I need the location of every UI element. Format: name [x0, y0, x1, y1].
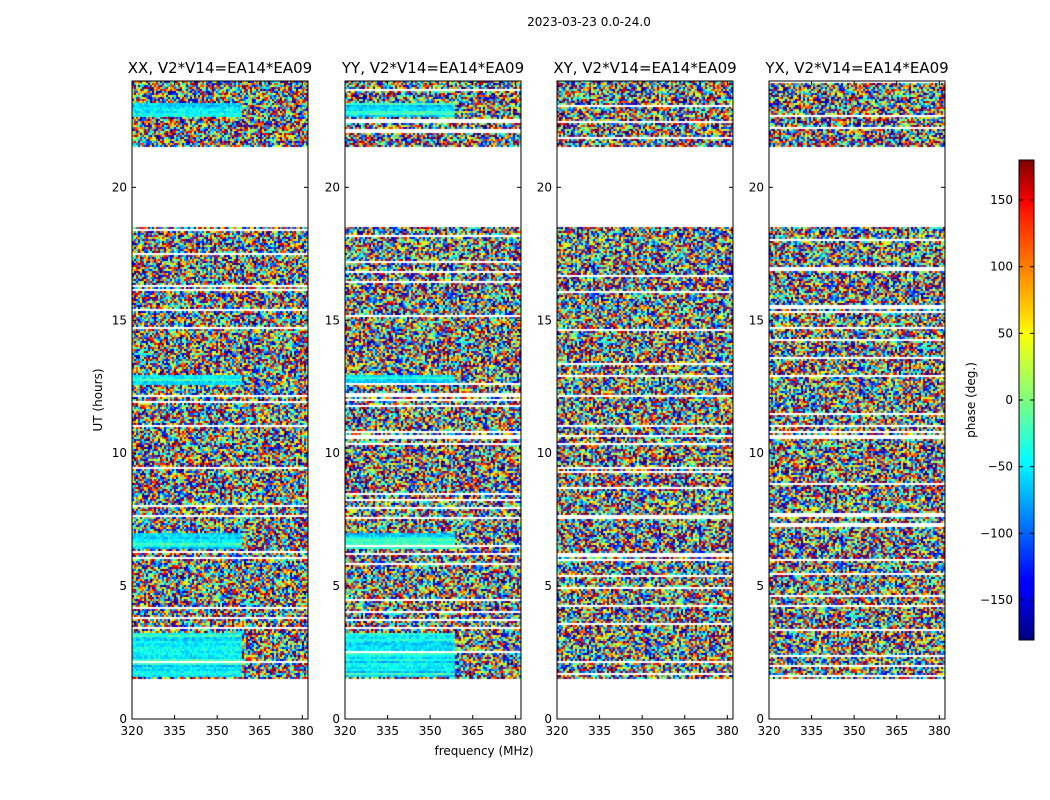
- phase-image-yy: [345, 81, 521, 719]
- x-tick-label: 365: [885, 724, 908, 738]
- y-tick-label: 10: [537, 446, 552, 460]
- y-tick-label: 15: [112, 313, 127, 327]
- y-tick-label: 20: [325, 180, 340, 194]
- panel-frame: [556, 80, 734, 720]
- panel-yy: YY, V2*V14=EA14*EA09 320 335 350 365 380 0 5 10 1…: [325, 59, 527, 738]
- y-tick-label: 20: [537, 180, 552, 194]
- y-tick-label: 15: [749, 313, 764, 327]
- panel-xx: XX, V2*V14=EA14*EA09 320 335 350 365 380 0 5 10 1…: [112, 59, 314, 738]
- colorbar-tick-label: −50: [988, 460, 1013, 474]
- panel-title: YY, V2*V14=EA14*EA09: [341, 59, 524, 77]
- x-tick-label: 365: [673, 724, 696, 738]
- x-tick-label: 320: [758, 724, 781, 738]
- x-tick-label: 380: [716, 724, 739, 738]
- colorbar-ticks: −150 −100 −50 0 50 100 150: [980, 193, 1034, 607]
- panel-frame: [768, 80, 946, 720]
- panel-title: YX, V2*V14=EA14*EA09: [764, 59, 948, 77]
- panel-yx: YX, V2*V14=EA14*EA09 320 335 350 365 380 0 5 10 1…: [749, 59, 951, 738]
- colorbar-tick-label: 0: [1005, 393, 1013, 407]
- colorbar-tick-label: 150: [990, 193, 1013, 207]
- phase-image-xx: [132, 81, 308, 719]
- figure-title: 2023-03-23 0.0-24.0: [527, 15, 651, 29]
- colorbar-tick-label: 50: [998, 326, 1013, 340]
- x-tick-label: 335: [800, 724, 823, 738]
- panel-frame: [131, 80, 309, 720]
- x-axis-label: frequency (MHz): [434, 744, 533, 758]
- x-tick-label: 320: [546, 724, 569, 738]
- x-tick-label: 380: [928, 724, 951, 738]
- y-tick-label: 5: [544, 579, 552, 593]
- x-tick-label: 380: [291, 724, 314, 738]
- y-tick-label: 20: [749, 180, 764, 194]
- colorbar-tick-label: 100: [990, 260, 1013, 274]
- x-tick-label: 365: [248, 724, 271, 738]
- y-tick-label: 5: [756, 579, 764, 593]
- x-tick-label: 350: [206, 724, 229, 738]
- phase-image-yx: [769, 81, 945, 719]
- x-tick-label: 335: [376, 724, 399, 738]
- y-tick-label: 5: [119, 579, 127, 593]
- y-tick-label: 5: [332, 579, 340, 593]
- y-tick-label: 10: [112, 446, 127, 460]
- panel-frame: [344, 80, 522, 720]
- x-tick-label: 335: [588, 724, 611, 738]
- x-tick-label: 335: [163, 724, 186, 738]
- y-tick-label: 15: [325, 313, 340, 327]
- y-tick-label: 0: [332, 712, 340, 726]
- panel-title: XX, V2*V14=EA14*EA09: [128, 59, 312, 77]
- x-tick-label: 350: [631, 724, 654, 738]
- phase-image-xy: [557, 81, 733, 719]
- colorbar: −150 −100 −50 0 50 100 150 phase (deg.): [964, 159, 1035, 641]
- y-tick-label: 0: [544, 712, 552, 726]
- panels-group: XX, V2*V14=EA14*EA09 320 335 350 365 380 0 5 10 1…: [112, 59, 951, 738]
- y-tick-label: 10: [749, 446, 764, 460]
- y-axis-label: UT (hours): [91, 368, 105, 431]
- colorbar-tick-label: −150: [980, 593, 1013, 607]
- y-tick-label: 15: [537, 313, 552, 327]
- x-tick-label: 380: [504, 724, 527, 738]
- x-tick-label: 320: [121, 724, 144, 738]
- y-tick-label: 20: [112, 180, 127, 194]
- y-tick-label: 0: [756, 712, 764, 726]
- x-tick-label: 350: [843, 724, 866, 738]
- x-tick-label: 365: [461, 724, 484, 738]
- x-tick-label: 350: [419, 724, 442, 738]
- colorbar-label: phase (deg.): [964, 362, 978, 438]
- x-tick-label: 320: [334, 724, 357, 738]
- y-tick-label: 0: [119, 712, 127, 726]
- panel-xy: XY, V2*V14=EA14*EA09 320 335 350 365 380 0 5 10 1…: [537, 59, 739, 738]
- y-tick-label: 10: [325, 446, 340, 460]
- panel-title: XY, V2*V14=EA14*EA09: [553, 59, 736, 77]
- colorbar-tick-label: −100: [980, 526, 1013, 540]
